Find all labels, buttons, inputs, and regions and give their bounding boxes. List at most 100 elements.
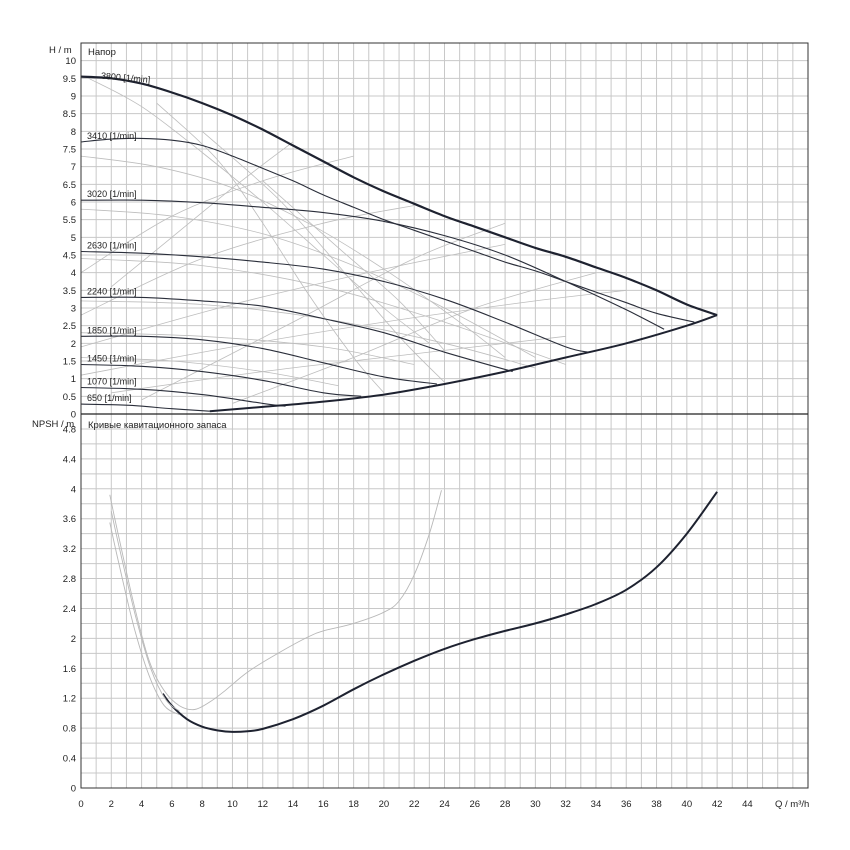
x-tick-label: 26 (470, 799, 481, 810)
npsh-y-tick-label: 2.4 (63, 604, 76, 615)
x-tick-label: 2 (109, 799, 114, 810)
head-curve (80, 335, 437, 385)
head-y-tick-label: 2 (71, 339, 76, 350)
head-plot-series: 3800 [1/min] 3410 [1/min] 3020 [1/min] 2630… (80, 71, 718, 413)
head-y-tick-label: 2.5 (63, 321, 76, 332)
x-tick-label: 6 (169, 799, 174, 810)
head-curve (80, 296, 513, 373)
npsh-plot-grid (81, 414, 808, 788)
head-y-tick-label: 5.5 (63, 215, 76, 226)
head-guide-curve (111, 141, 294, 288)
speed-label: 1450 [1/min] (87, 354, 137, 364)
head-guide-curve (156, 102, 385, 394)
head-guide-curve (88, 77, 430, 344)
head-guide-curve (201, 131, 445, 383)
x-tick-label: 4 (139, 799, 144, 810)
x-tick-label: 0 (78, 799, 83, 810)
head-guide-curve (80, 258, 566, 365)
head-y-tick-label: 3.5 (63, 286, 76, 297)
x-tick-label: 32 (560, 799, 571, 810)
npsh-plot-title: Кривые кавитационного запаса (88, 420, 227, 431)
head-guide-curve (232, 272, 597, 404)
npsh-y-tick-label: 3.2 (63, 544, 76, 555)
speed-label: 2630 [1/min] (87, 240, 137, 250)
head-guide-curve (80, 357, 339, 387)
plot-frames (80, 42, 809, 789)
x-tick-label: 38 (651, 799, 662, 810)
x-tick-label: 14 (288, 799, 299, 810)
tick-labels: 0 2 4 6 8 10 12 14 16 18 20 22 24 26 28 30 32 34 36 38 40 42 4… (63, 56, 753, 810)
head-curve (80, 386, 286, 407)
head-y-tick-label: 1.5 (63, 357, 76, 368)
x-tick-label: 16 (318, 799, 329, 810)
speed-label: 2240 [1/min] (87, 286, 137, 296)
head-y-axis-label: H / m (49, 45, 72, 56)
npsh-y-tick-label: 3.6 (63, 514, 76, 525)
x-tick-label: 20 (379, 799, 390, 810)
speed-label: 1850 [1/min] (87, 325, 137, 335)
head-guide-curve (80, 155, 506, 358)
head-y-tick-label: 1 (71, 374, 76, 385)
x-tick-label: 30 (530, 799, 541, 810)
x-tick-label: 40 (682, 799, 693, 810)
x-tick-label: 24 (439, 799, 450, 810)
speed-label: 1070 [1/min] (87, 377, 137, 387)
head-plot-guide-lines (80, 77, 627, 404)
head-guide-curve (111, 335, 566, 394)
npsh-y-tick-label: 0.8 (63, 724, 76, 735)
npsh-curve (109, 490, 442, 711)
x-tick-label: 44 (742, 799, 753, 810)
head-guide-curve (80, 208, 536, 358)
head-y-tick-label: 7.5 (63, 145, 76, 156)
head-curve (80, 403, 210, 412)
head-curve (80, 137, 695, 323)
x-tick-label: 42 (712, 799, 723, 810)
head-y-tick-label: 10 (65, 56, 76, 67)
x-tick-label: 34 (591, 799, 602, 810)
npsh-y-tick-label: 1.6 (63, 664, 76, 675)
speed-label: 3020 [1/min] (87, 189, 137, 199)
x-tick-label: 18 (348, 799, 359, 810)
head-y-tick-label: 8 (71, 127, 76, 138)
npsh-y-tick-label: 0 (71, 784, 76, 795)
head-guide-curve (80, 289, 627, 376)
npsh-plot-series (109, 490, 718, 733)
x-tick-label: 36 (621, 799, 632, 810)
npsh-y-axis-label: NPSH / m (32, 419, 74, 430)
speed-label: 650 [1/min] (87, 393, 132, 403)
head-y-tick-label: 9.5 (63, 74, 76, 85)
x-tick-label: 8 (200, 799, 205, 810)
speed-label: 3800 [1/min] (101, 71, 151, 85)
head-y-tick-label: 0.5 (63, 392, 76, 403)
head-y-tick-label: 5 (71, 233, 76, 244)
head-guide-curve (80, 155, 354, 274)
head-curve (80, 75, 718, 317)
head-y-tick-label: 7 (71, 162, 76, 173)
npsh-y-tick-label: 2.8 (63, 574, 76, 585)
head-plot-title: Напор (88, 47, 116, 58)
head-y-tick-label: 4 (71, 268, 76, 279)
speed-label: 3410 [1/min] (87, 131, 137, 141)
head-y-tick-label: 3 (71, 304, 76, 315)
head-guide-curve (262, 180, 445, 351)
x-tick-label: 12 (257, 799, 268, 810)
outer-frame (80, 42, 809, 789)
npsh-y-tick-label: 4 (71, 484, 76, 495)
head-curve (80, 363, 362, 397)
head-y-tick-label: 0 (71, 410, 76, 421)
head-curve (80, 199, 665, 330)
npsh-curve (110, 511, 180, 712)
x-tick-label: 10 (227, 799, 238, 810)
x-axis-label: Q / m³/h (775, 799, 809, 810)
npsh-y-tick-label: 4.8 (63, 424, 76, 435)
head-y-tick-label: 4.5 (63, 251, 76, 262)
npsh-curve (109, 522, 180, 716)
x-tick-label: 22 (409, 799, 420, 810)
npsh-curve (162, 491, 718, 733)
head-y-tick-label: 9 (71, 92, 76, 103)
npsh-y-tick-label: 0.4 (63, 754, 76, 765)
npsh-y-tick-label: 4.4 (63, 454, 76, 465)
head-y-tick-label: 8.5 (63, 109, 76, 120)
head-curve (80, 250, 589, 353)
